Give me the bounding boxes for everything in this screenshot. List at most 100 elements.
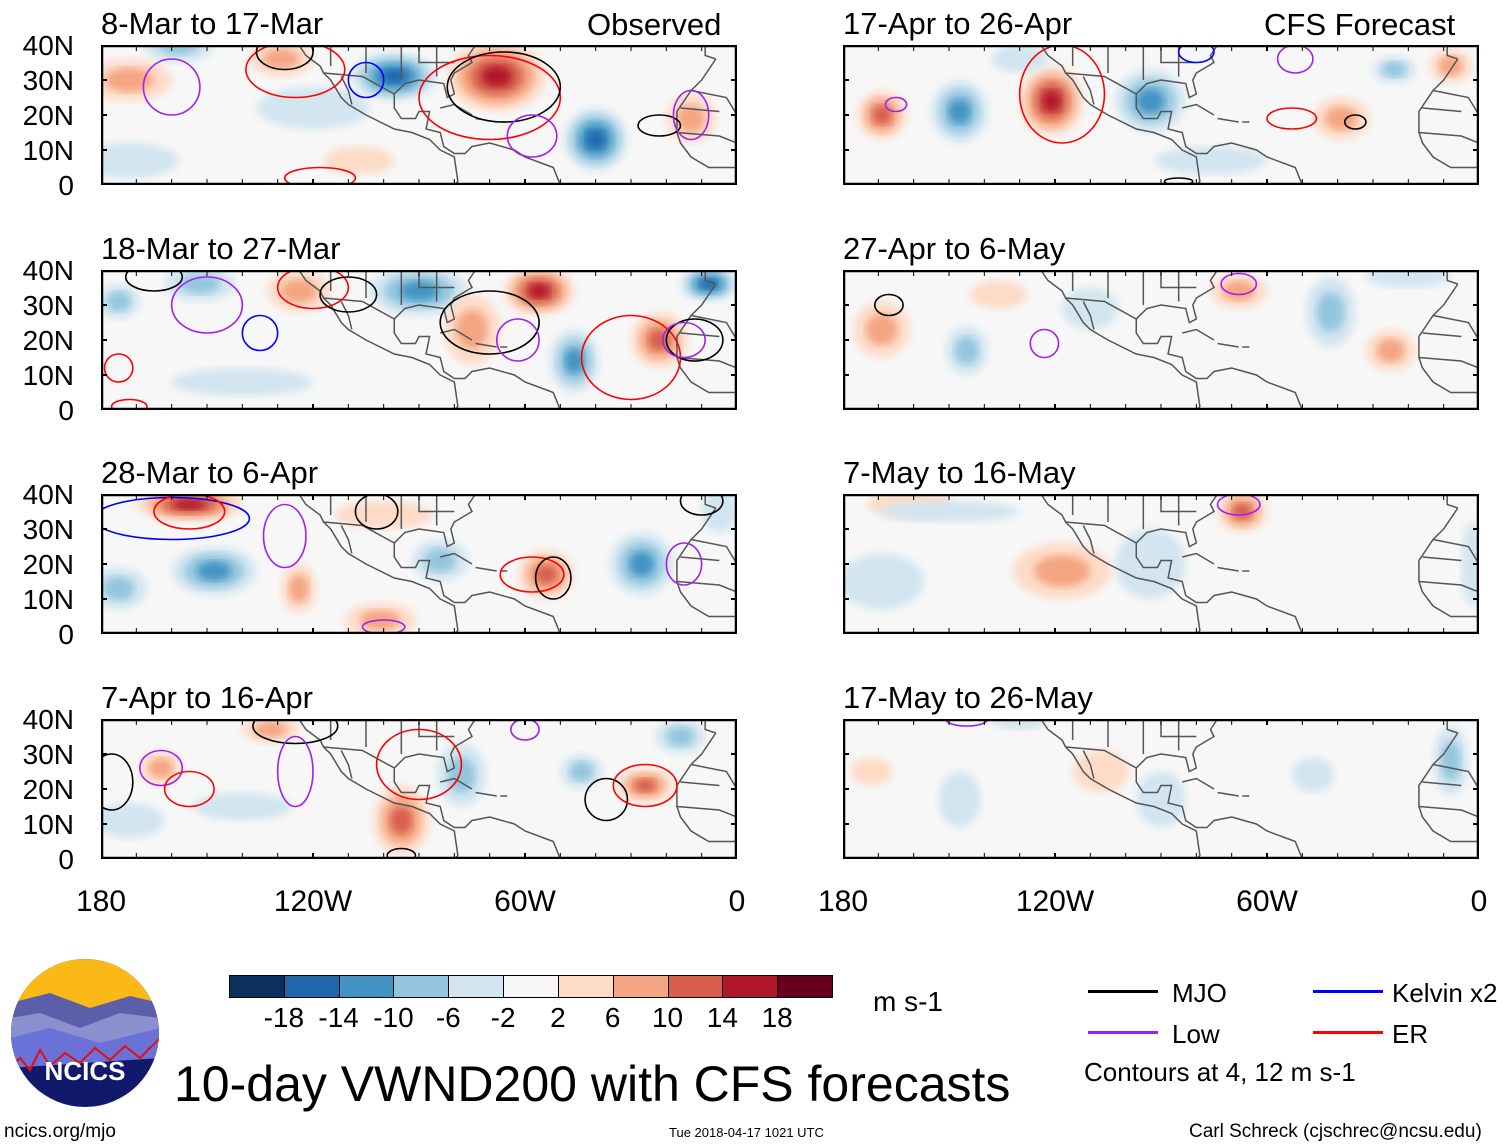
colorbar-swatch xyxy=(283,975,340,998)
mjo-contour xyxy=(319,276,378,313)
er-contour xyxy=(499,556,565,593)
er-contour xyxy=(163,770,215,808)
coastline xyxy=(704,494,717,509)
coastline xyxy=(1040,719,1201,859)
colorbar-swatch xyxy=(503,975,559,998)
colorbar-label: 2 xyxy=(550,1002,566,1033)
legend-kelvin-label: Kelvin x2 xyxy=(1392,978,1498,1008)
coastline xyxy=(1065,72,1137,95)
coastline xyxy=(1082,301,1095,330)
low-contour xyxy=(142,58,201,116)
coastline xyxy=(690,538,737,565)
coastline xyxy=(1422,556,1462,562)
anomaly-shading xyxy=(878,501,1020,522)
coastline xyxy=(1082,750,1095,779)
anomaly-shading xyxy=(948,99,971,124)
anomaly-shading xyxy=(173,499,206,510)
colorbar-swatch xyxy=(777,975,833,998)
mjo-contour xyxy=(584,777,629,822)
anomaly-shading xyxy=(1316,292,1345,332)
coastline xyxy=(1182,777,1215,790)
panel-title: 7-Apr to 16-Apr xyxy=(101,680,313,715)
anomaly-shading xyxy=(1382,61,1407,78)
low-contour xyxy=(665,542,703,586)
coastline xyxy=(1432,763,1479,790)
anomaly-shading xyxy=(280,279,317,303)
coastline xyxy=(676,131,737,144)
low-contour xyxy=(672,89,710,141)
colorbar-label: -6 xyxy=(435,1002,461,1033)
mjo-contour xyxy=(354,494,399,530)
anomaly-shading xyxy=(399,281,439,301)
anomaly-shading xyxy=(481,65,512,88)
legend-mjo-line xyxy=(1088,990,1158,993)
coastline xyxy=(1040,270,1201,410)
anomaly-shading xyxy=(101,803,165,838)
mjo-contour xyxy=(439,290,540,355)
coastline xyxy=(1182,328,1215,341)
y-tick-label: 20N xyxy=(22,100,74,131)
coastline xyxy=(1432,538,1479,565)
map-panel xyxy=(101,719,737,859)
anomaly-shading xyxy=(850,757,893,786)
coastline xyxy=(1446,45,1459,60)
coastline xyxy=(680,781,720,787)
coastline xyxy=(440,552,473,565)
y-tick-label: 10N xyxy=(22,809,74,840)
anomaly-shading xyxy=(1153,146,1267,175)
coastline xyxy=(1217,117,1239,123)
low-contour xyxy=(1220,272,1258,296)
logo-text: NCICS xyxy=(45,1056,126,1086)
panel-title: 28-Mar to 6-Apr xyxy=(101,455,319,490)
mjo-contour xyxy=(124,270,184,292)
coastline xyxy=(393,719,562,859)
coastline xyxy=(475,342,497,348)
coastline xyxy=(704,270,717,285)
coastline xyxy=(1422,781,1462,787)
coastline xyxy=(1217,791,1239,797)
y-tick-label: 0 xyxy=(58,170,74,201)
anomaly-shading xyxy=(1376,338,1405,363)
coastline xyxy=(323,746,395,769)
y-tick-label: 0 xyxy=(58,395,74,426)
anomaly-shading xyxy=(263,49,300,69)
coastline xyxy=(1418,580,1479,593)
coastline xyxy=(680,332,720,338)
mjo-contour xyxy=(446,51,562,123)
low-contour xyxy=(139,749,184,787)
coastline xyxy=(1432,89,1479,116)
anomaly-shading xyxy=(677,104,706,133)
coastline xyxy=(1135,45,1304,185)
coastline xyxy=(704,45,717,60)
coastline xyxy=(393,45,562,185)
anomaly-shading xyxy=(102,576,135,601)
site-link[interactable]: ncics.org/mjo xyxy=(4,1121,116,1142)
anomaly-shading xyxy=(256,87,370,129)
map-panel xyxy=(101,270,737,410)
colorbar-swatch xyxy=(448,975,505,998)
mjo-contour xyxy=(637,114,682,137)
er-contour xyxy=(612,763,678,808)
coastline xyxy=(1065,521,1137,544)
kelvin-contour xyxy=(1177,45,1215,64)
panel-title: 17-May to 26-May xyxy=(843,680,1093,715)
coastline xyxy=(393,494,562,634)
anomaly-shading xyxy=(1291,757,1335,793)
coastline xyxy=(1446,494,1459,509)
x-tick-label: 180 xyxy=(817,885,869,918)
mjo-contour xyxy=(665,318,724,362)
low-contour xyxy=(361,619,406,634)
anomaly-shading xyxy=(872,105,892,125)
x-tick-label: 120W xyxy=(1015,885,1095,918)
er-contour xyxy=(276,270,350,310)
anomaly-shading xyxy=(1365,270,1451,288)
coastline xyxy=(690,763,737,790)
anomaly-shading xyxy=(865,313,898,346)
anomaly-shading xyxy=(158,45,199,55)
coastline xyxy=(1065,746,1137,769)
coastline xyxy=(1040,45,1201,185)
y-tick-label: 40N xyxy=(22,479,74,510)
observed-label: Observed xyxy=(587,7,722,42)
figure-title: 10-day VWND200 with CFS forecasts xyxy=(174,1056,1011,1112)
anomaly-shading xyxy=(390,806,413,835)
